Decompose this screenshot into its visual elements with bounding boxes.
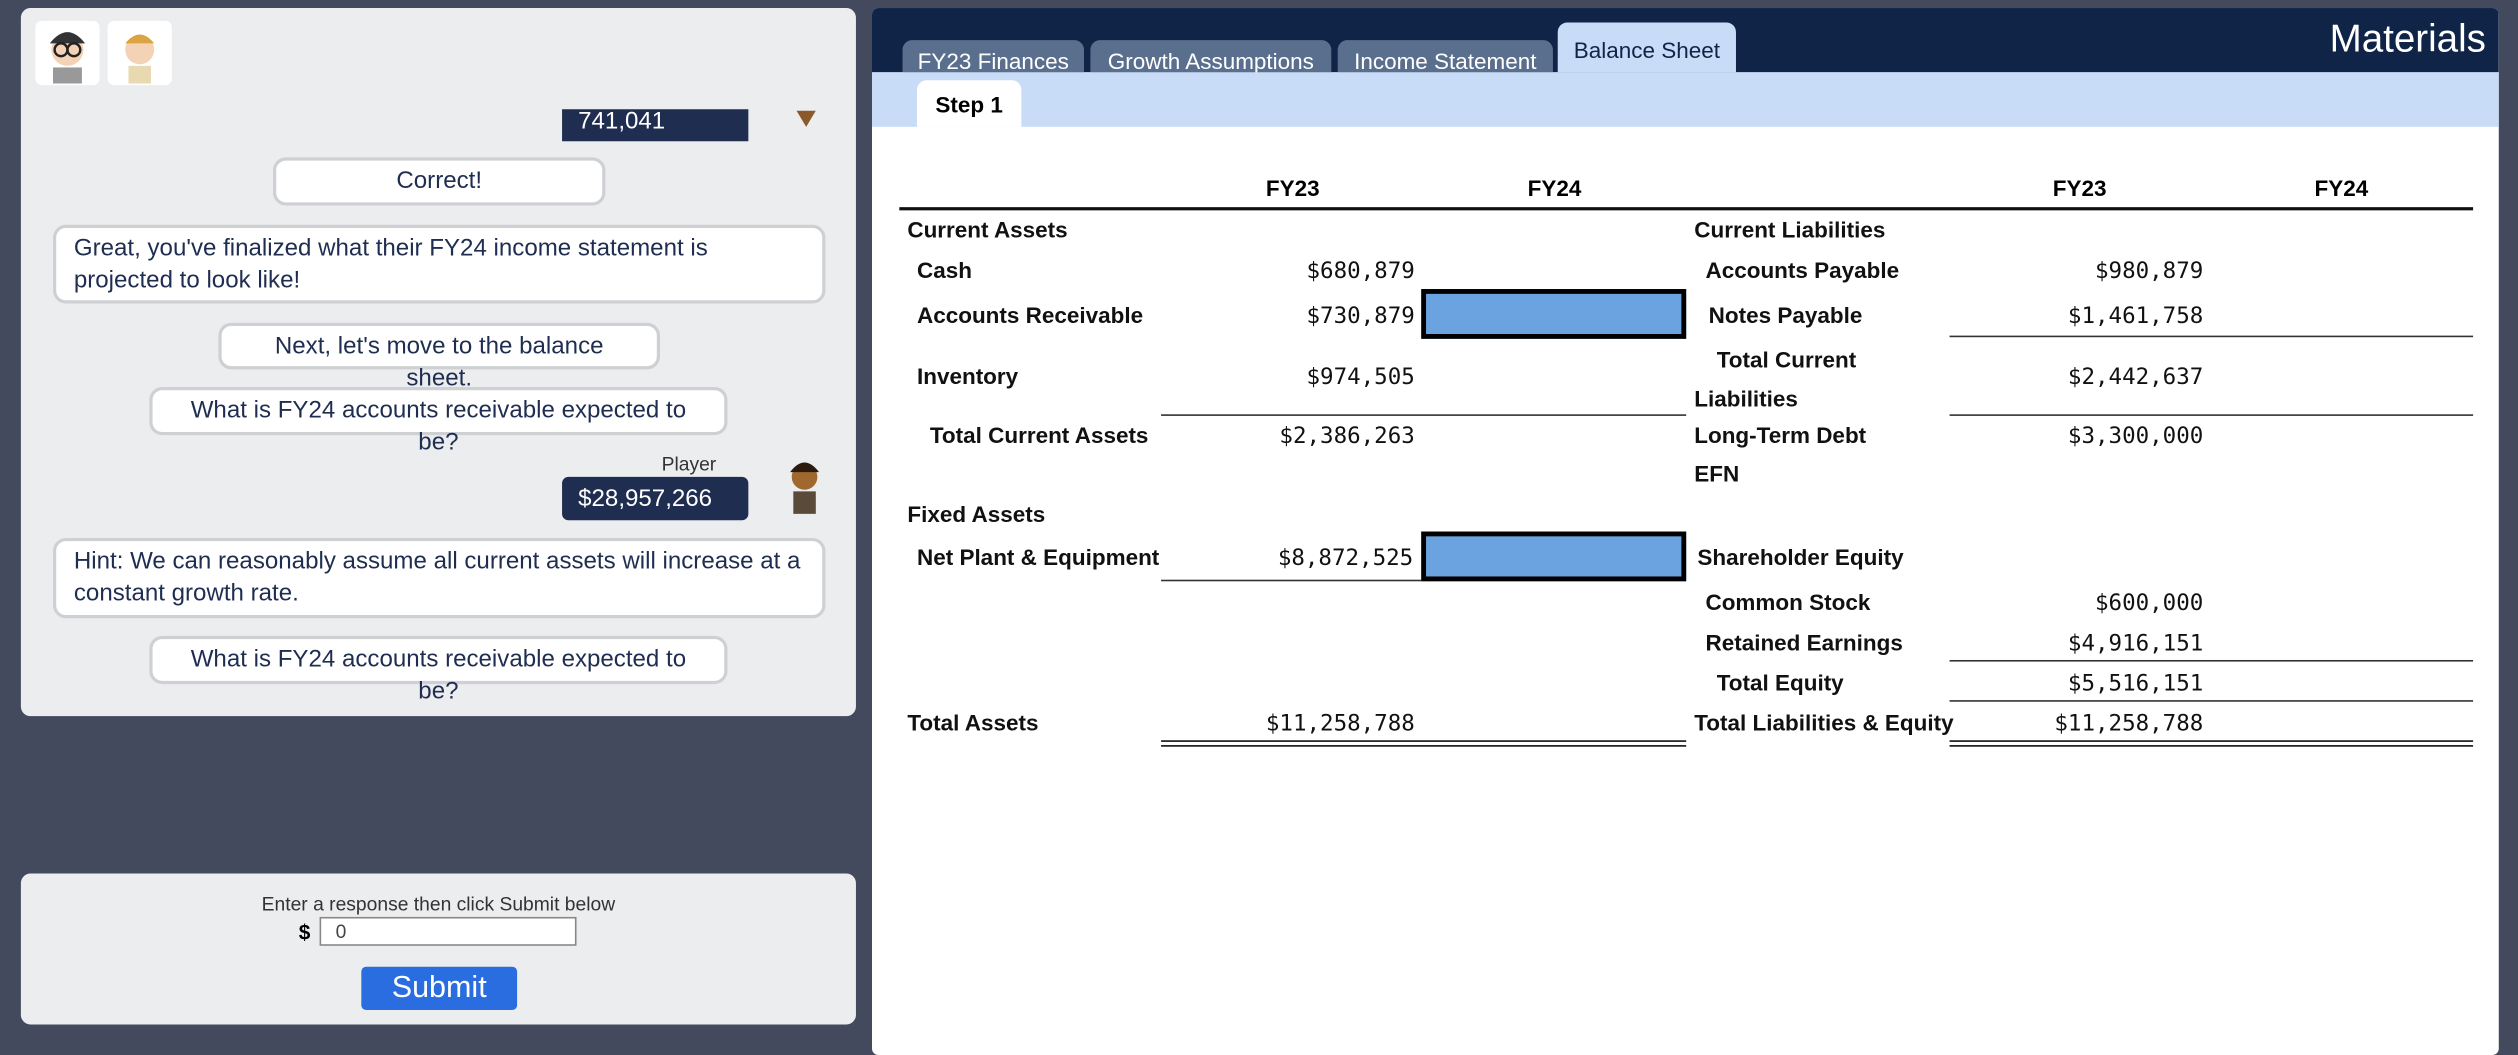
bot-message: Hint: We can reasonably assume all curre…: [52, 537, 826, 619]
value: $2,442,637: [2067, 364, 2204, 391]
player-avatar: [790, 462, 820, 514]
rule: [1949, 335, 2474, 338]
player-message: 741,041: [562, 109, 749, 142]
row-label: Long-Term Debt: [1694, 422, 1867, 449]
section-label: Fixed Assets: [907, 501, 1046, 527]
answer-cell[interactable]: [1421, 289, 1687, 339]
player-message: $28,957,266: [562, 476, 749, 521]
value: $680,879: [1306, 258, 1415, 285]
avatar-icon: [125, 34, 155, 84]
double-rule: [1161, 740, 1687, 747]
materials-panel: Materials FY23 Finances Growth Assumptio…: [872, 8, 2499, 1055]
total-label: Total Current Assets: [929, 422, 1149, 449]
row-label: Common Stock: [1705, 589, 1871, 616]
bot-message: Next, let's move to the balance sheet.: [218, 322, 661, 392]
bot-message: What is FY24 accounts receivable expecte…: [149, 386, 728, 456]
value: $1,461,758: [2067, 303, 2204, 330]
active-tab[interactable]: Balance Sheet: [1557, 22, 1736, 73]
section-label: Current Liabilities: [1694, 216, 1886, 243]
row-label: Notes Payable: [1708, 301, 1863, 328]
rule: [1949, 700, 2474, 702]
bot-message: Correct!: [273, 157, 606, 206]
total-label: Total Equity: [1716, 669, 1844, 696]
response-panel: Enter a response then click Submit below…: [20, 873, 856, 1025]
column-header: FY24: [2314, 175, 2369, 201]
section-label: Shareholder Equity: [1697, 544, 1904, 571]
row-label: EFN: [1694, 460, 1740, 487]
answer-cell[interactable]: [1421, 531, 1687, 582]
value: $600,000: [2094, 590, 2204, 617]
value: $11,258,788: [1265, 711, 1415, 738]
row-label: Accounts Payable: [1705, 256, 1900, 283]
submit-button[interactable]: Submit: [361, 966, 518, 1011]
value: $980,879: [2094, 258, 2204, 285]
avatar-icon: [49, 32, 86, 84]
row-label: Accounts Receivable: [916, 301, 1144, 328]
row-label: Cash: [916, 256, 972, 283]
total-label: Total Current Liabilities: [1694, 346, 1857, 412]
avatar: [35, 20, 100, 86]
bot-message: What is FY24 accounts receivable expecte…: [149, 635, 728, 705]
response-input[interactable]: 0: [319, 916, 577, 946]
avatar: [107, 20, 172, 86]
column-header: FY23: [1265, 175, 1320, 201]
currency: $: [298, 920, 311, 945]
header-rule: [899, 207, 2474, 211]
bot-message: Great, you've finalized what their FY24 …: [52, 224, 826, 304]
value: $5,516,151: [2067, 671, 2204, 697]
chat-panel: 741,041 Correct! Great, you've finalized…: [20, 8, 856, 717]
rule: [1161, 414, 1687, 416]
total-label: Total Liabilities & Equity: [1694, 709, 1954, 736]
value: $4,916,151: [2067, 631, 2204, 657]
column-header: FY24: [1527, 175, 1582, 201]
value: $730,879: [1306, 303, 1415, 330]
prompt: Enter a response then click Submit below: [261, 892, 616, 916]
materials-title: Materials: [2329, 17, 2486, 62]
rule: [1949, 659, 2474, 662]
sender-name: Player: [661, 452, 717, 476]
subtab[interactable]: Step 1: [916, 80, 1022, 127]
total-label: Total Assets: [907, 709, 1039, 736]
double-rule: [1949, 740, 2474, 747]
player-avatar: [796, 110, 816, 127]
value: $3,300,000: [2067, 423, 2204, 450]
row-label: Net Plant & Equipment: [916, 544, 1160, 571]
row-label: Retained Earnings: [1705, 629, 1903, 656]
chat-log: 741,041 Correct! Great, you've finalized…: [21, 109, 856, 716]
rule: [1949, 414, 2474, 416]
column-header: FY23: [2052, 175, 2107, 201]
value: $11,258,788: [2054, 711, 2204, 738]
value: $974,505: [1306, 364, 1415, 391]
value: $2,386,263: [1279, 423, 1415, 450]
rule: [1161, 579, 1422, 582]
balance-sheet: FY23 FY24 FY23 FY24 Current Assets Cash …: [872, 8, 2499, 1055]
value: $8,872,525: [1277, 545, 1414, 572]
section-label: Current Assets: [907, 216, 1068, 243]
row-label: Inventory: [916, 362, 1019, 389]
subtab-bar: [872, 72, 2499, 127]
